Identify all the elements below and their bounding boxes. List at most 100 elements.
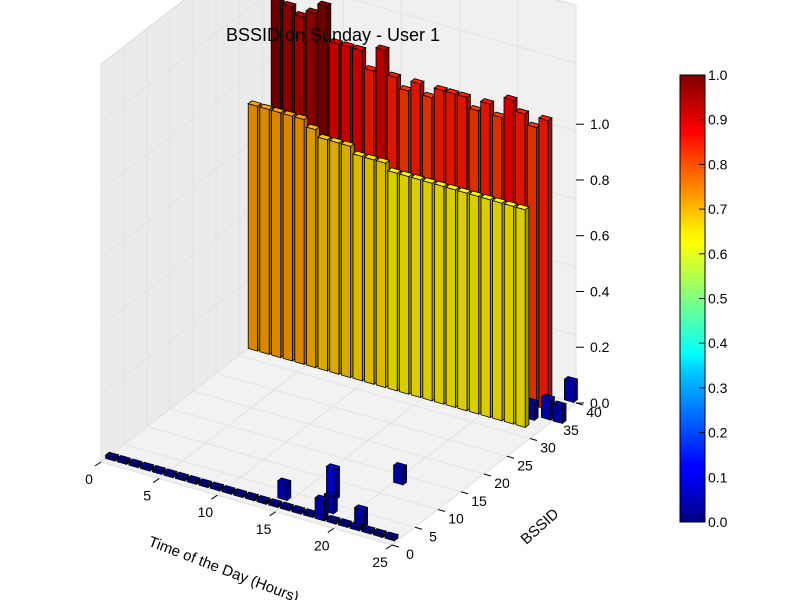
bar-front	[259, 106, 270, 355]
y-tick-mark	[506, 455, 515, 459]
bar-top	[139, 461, 155, 469]
bar	[340, 140, 356, 379]
bars-group	[104, 0, 579, 542]
y-tick-label: 35	[563, 422, 579, 438]
bar-top	[325, 463, 341, 470]
z-tick-label: 1.0	[590, 116, 610, 132]
colorbar-tick-label: 0.0	[708, 514, 728, 530]
bar-side	[286, 479, 292, 502]
y-tick-label: 30	[540, 440, 556, 456]
bar-top	[433, 180, 449, 188]
bar-front	[468, 193, 480, 415]
bar-top	[552, 400, 567, 407]
bar	[353, 504, 369, 529]
bar-front	[352, 153, 363, 382]
colorbar-tick-label: 0.9	[708, 112, 728, 128]
y-tick-mark	[414, 526, 423, 530]
bar-front	[393, 464, 404, 486]
colorbar-tick-label: 0.5	[708, 291, 728, 307]
bar-top	[258, 103, 274, 111]
bar-top	[480, 193, 495, 201]
bar	[421, 177, 437, 402]
bar-front	[552, 403, 563, 424]
bar-front	[375, 159, 387, 389]
bar	[293, 113, 309, 366]
x-tick-label: 15	[256, 521, 272, 537]
bar	[267, 498, 283, 509]
bar-top	[104, 451, 120, 459]
bar-top	[456, 187, 472, 194]
bar-top	[209, 481, 225, 489]
bar-top	[162, 468, 178, 475]
bar-top	[293, 113, 309, 120]
y-tick-mark	[391, 544, 400, 548]
bar-front	[492, 199, 503, 422]
bar-top	[387, 167, 402, 174]
z-tick-label: 0.2	[590, 339, 610, 355]
y-tick-label: 0	[406, 546, 414, 562]
bar	[372, 528, 388, 539]
bar-front	[433, 183, 445, 405]
bar-top	[372, 528, 388, 535]
y-tick-label: 15	[471, 493, 487, 509]
bar-top	[247, 100, 263, 107]
y-tick-mark	[529, 438, 538, 441]
bar-top	[186, 475, 201, 482]
bar-top	[221, 484, 236, 492]
bar	[491, 197, 507, 422]
bar	[270, 106, 286, 359]
colorbar-tick-label: 1.0	[708, 67, 728, 83]
bar	[503, 200, 519, 425]
bar-front	[399, 173, 410, 395]
y-tick-mark	[552, 420, 561, 424]
bar-top	[314, 494, 329, 501]
bar-top	[279, 501, 295, 508]
bar	[456, 187, 472, 412]
bar-side	[333, 493, 338, 515]
bar	[247, 100, 263, 352]
bar	[540, 393, 556, 421]
bar	[375, 157, 391, 389]
bar-top	[151, 465, 167, 472]
bar-top	[363, 153, 379, 161]
bar-top	[503, 94, 518, 101]
bar-top	[386, 71, 402, 78]
bar-top	[375, 44, 390, 51]
bar-top	[479, 98, 495, 105]
bar	[305, 123, 321, 369]
bar	[244, 491, 260, 502]
bar-front	[541, 396, 552, 421]
colorbar-tick-label: 0.7	[708, 201, 728, 217]
y-tick-label: 40	[586, 404, 602, 420]
x-tick-label: 20	[314, 537, 330, 553]
bar-front	[329, 139, 340, 375]
x-tick-label: 10	[198, 504, 214, 520]
bar	[433, 180, 449, 406]
bar-top	[244, 491, 260, 498]
bar	[162, 468, 178, 479]
bar-top	[267, 498, 283, 505]
bar-top	[351, 44, 367, 51]
y-tick-label: 10	[448, 511, 464, 527]
bar-top	[468, 190, 484, 197]
bar-top	[514, 108, 530, 115]
bar-top	[256, 494, 271, 502]
bar	[563, 375, 579, 404]
bar-front	[410, 176, 421, 399]
x-tick-mark	[94, 461, 102, 467]
bar-front	[515, 206, 526, 428]
bar-top	[128, 458, 143, 465]
bar-top	[337, 518, 353, 525]
x-tick-mark	[269, 511, 276, 517]
bar-top	[325, 514, 341, 522]
bar-top	[174, 471, 190, 479]
bar-side	[524, 206, 530, 429]
bar-front	[422, 180, 433, 402]
bar-side	[561, 402, 567, 425]
bar-top	[349, 521, 364, 528]
bar-top	[352, 150, 367, 157]
bar-front	[480, 196, 491, 419]
y-tick-label: 25	[517, 457, 533, 473]
bar-top	[433, 84, 449, 92]
bar	[515, 203, 530, 429]
